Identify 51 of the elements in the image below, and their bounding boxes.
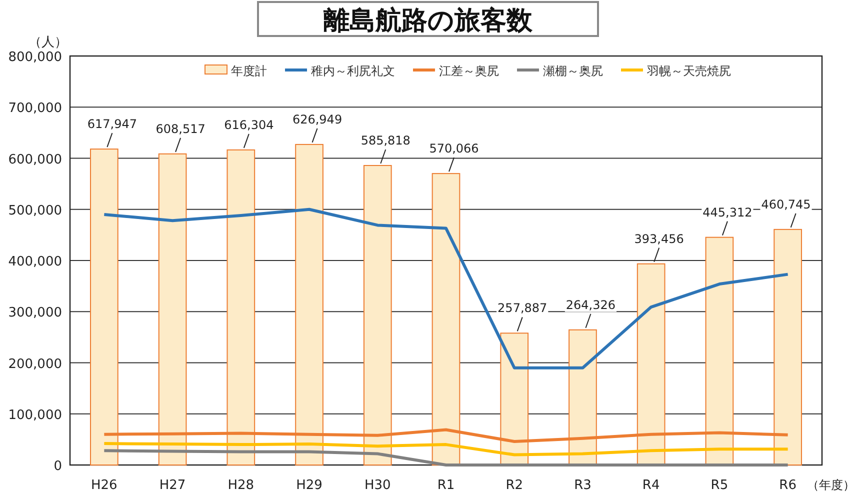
bar [432,173,460,466]
data-label: 264,326 [566,298,616,312]
data-label: 608,517 [156,122,206,136]
data-label: 616,304 [224,118,274,132]
bar [90,148,118,466]
x-tick-label: R4 [642,478,660,493]
legend-label: 江差～奥尻 [439,64,499,78]
data-label: 393,456 [634,232,684,246]
legend-label: 羽幌～天売焼尻 [646,64,731,78]
data-label: 626,949 [292,112,342,126]
x-tick-label: R6 [779,478,796,493]
data-label: 257,887 [498,301,548,316]
bar [636,263,666,466]
y-tick-label: 300,000 [8,306,62,321]
legend-label: 年度計 [231,64,267,78]
x-tick-label: H30 [364,478,391,493]
data-label: 460,745 [761,197,811,212]
y-axis-title: （人） [28,35,68,50]
y-tick-label: 600,000 [8,152,62,168]
y-tick-label: 0 [54,459,62,474]
title: 離島航路の旅客数 [257,1,599,37]
x-tick-label: R1 [437,478,455,493]
data-label: 617,947 [87,117,137,132]
data-label: 585,818 [360,134,410,148]
bar [363,165,392,466]
x-tick-label: R5 [710,478,728,493]
x-tick-label: H28 [228,478,254,493]
legend-label: 瀬棚～奥尻 [543,64,603,78]
x-tick-label: R3 [574,478,592,493]
y-tick-label: 200,000 [8,356,62,372]
y-tick-label: 700,000 [8,101,62,116]
bar [295,144,324,466]
x-tick-label: H26 [91,478,118,493]
x-tick-label: H29 [296,478,322,493]
bar [705,236,734,466]
legend-label: 稚内～利尻礼文 [311,64,395,78]
bar [568,329,597,466]
y-tick-label: 400,000 [8,254,62,270]
y-tick-label: 500,000 [8,203,62,218]
bar [774,228,802,466]
x-axis-title: （年度） [807,478,855,492]
x-tick-label: R2 [506,478,524,493]
data-label: 445,312 [702,205,752,220]
x-tick-label: H27 [159,478,186,493]
data-label: 570,066 [429,142,479,156]
chart-title: 離島航路の旅客数 [322,6,534,36]
bar [158,153,187,466]
y-tick-label: 800,000 [8,50,62,65]
y-tick-label: 100,000 [8,408,62,423]
bar [226,149,256,466]
bar [500,332,529,466]
